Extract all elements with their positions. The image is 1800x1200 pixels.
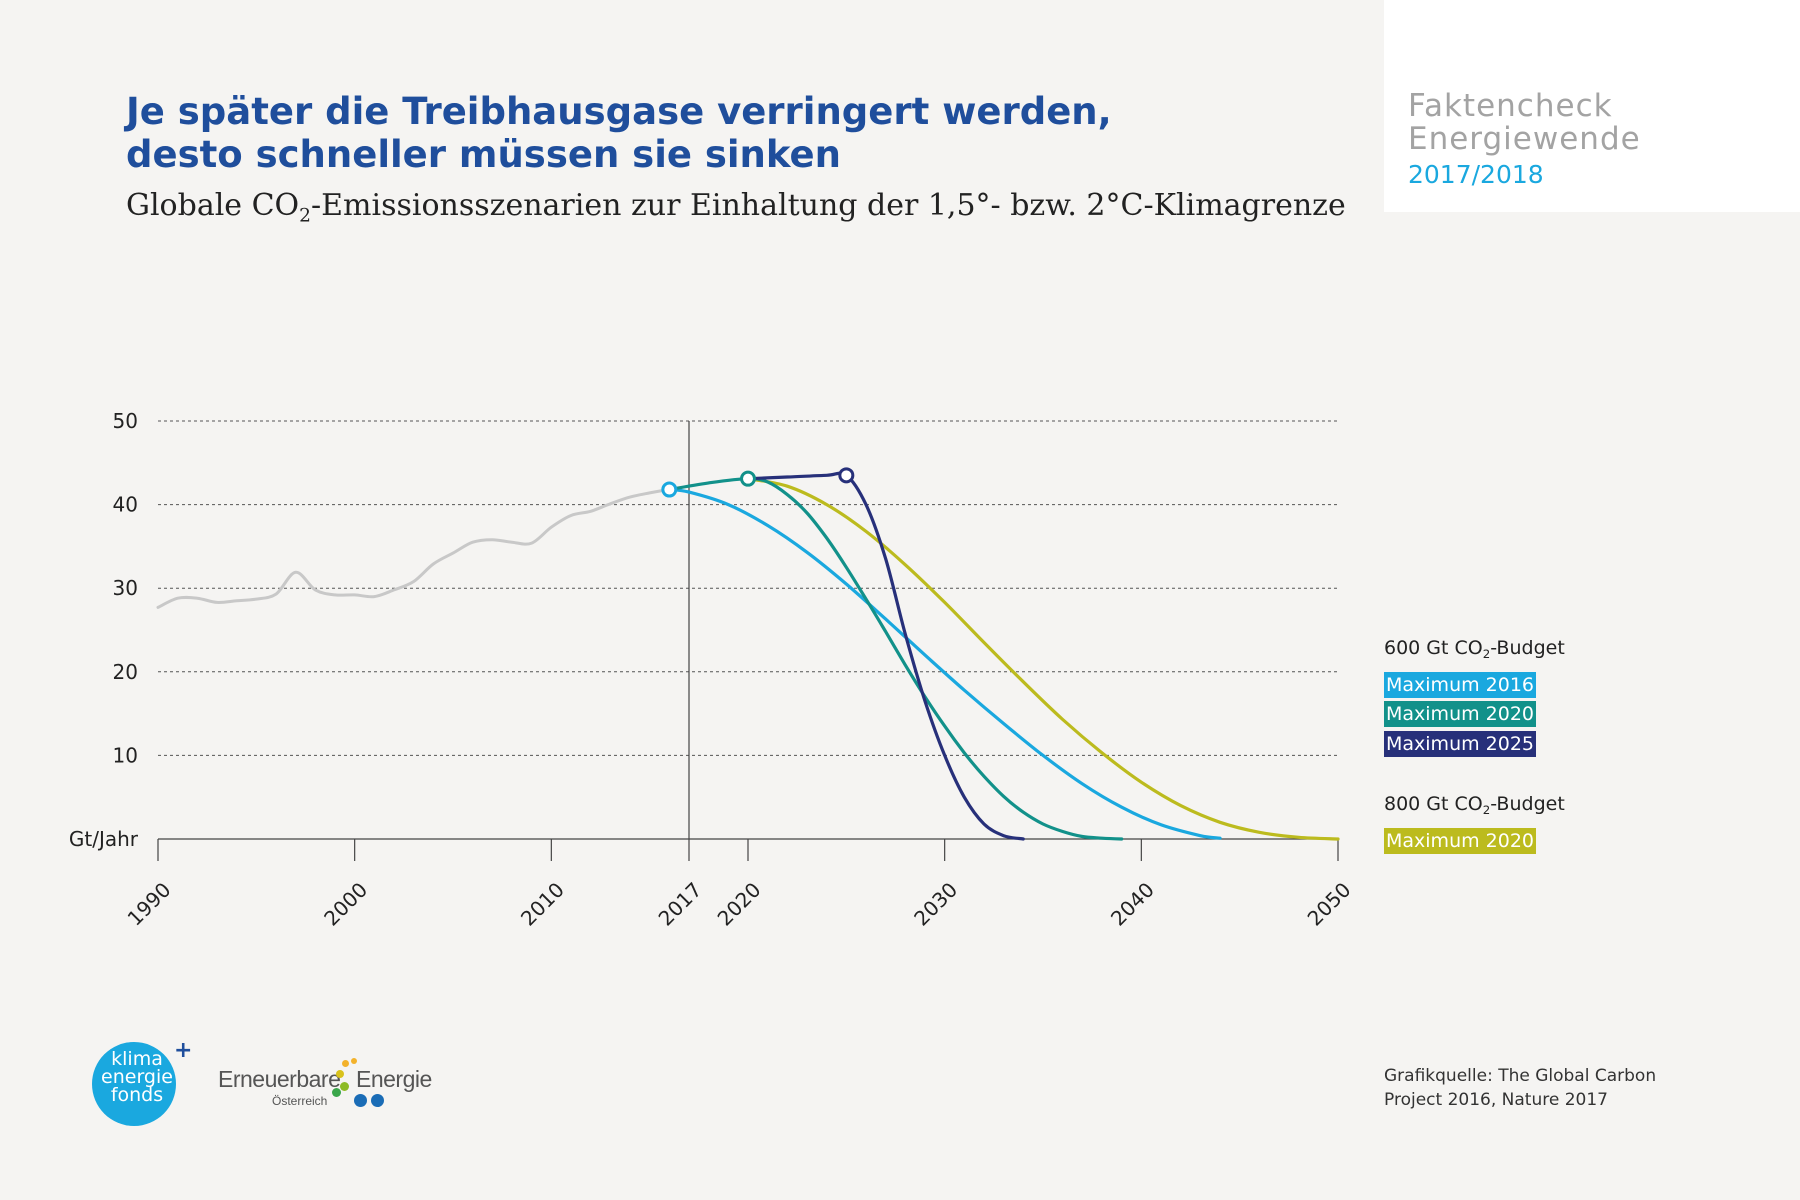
ee-logo-dot-blue1 xyxy=(354,1094,367,1107)
series-line-3 xyxy=(746,471,1025,841)
subtitle-subscript: 2 xyxy=(299,205,311,227)
publication-box: Faktencheck Energiewende 2017/2018 xyxy=(1384,0,1800,212)
peak-marker-1 xyxy=(740,470,756,487)
subtitle-after: -Emissionsszenarien zur Einhaltung der 1… xyxy=(311,188,1346,223)
subtitle-before: Globale CO xyxy=(126,188,300,223)
x-tick-label-2020: 2020 xyxy=(713,878,766,931)
legend-item-maximum-2025: Maximum 2025 xyxy=(1384,731,1536,757)
klima-logo-word1: klima xyxy=(111,1048,163,1070)
series-line-0 xyxy=(156,488,671,609)
y-tick-label-30: 30 xyxy=(113,576,138,600)
y-tick-label-20: 20 xyxy=(113,660,138,684)
legend-item-maximum-2020-600: Maximum 2020 xyxy=(1384,701,1536,727)
legend-heading-800gt-before: 800 Gt CO xyxy=(1384,793,1483,815)
y-tick-label-10: 10 xyxy=(113,743,138,767)
publication-title-line2: Energiewende xyxy=(1408,121,1641,157)
ee-logo-dot-orange xyxy=(342,1060,349,1067)
ee-logo-dot-lime xyxy=(340,1082,349,1091)
x-tick-label-2017: 2017 xyxy=(654,878,707,931)
series-line-1 xyxy=(667,488,1222,840)
ee-logo-sub: Österreich xyxy=(272,1094,328,1108)
legend-heading-600gt: 600 Gt CO2-Budget xyxy=(1384,637,1565,662)
x-tick-label-2010: 2010 xyxy=(516,878,569,931)
peak-marker-2 xyxy=(838,467,855,484)
klima-logo-word3: fonds xyxy=(110,1084,164,1106)
legend-heading-600gt-before: 600 Gt CO xyxy=(1384,637,1483,659)
erneuerbare-energie-logo: Erneuerbare Energie Österreich xyxy=(218,1058,438,1110)
legend-heading-800gt: 800 Gt CO2-Budget xyxy=(1384,793,1565,818)
chart-title-line1: Je später die Treibhausgase verringert w… xyxy=(126,90,1112,133)
y-tick-label-50: 50 xyxy=(113,409,138,433)
ee-logo-word1: Erneuerbare xyxy=(218,1066,341,1092)
source-note: Grafikquelle: The Global Carbon Project … xyxy=(1384,1064,1656,1112)
ee-logo-word2: Energie xyxy=(356,1066,432,1092)
chart-title: Je später die Treibhausgase verringert w… xyxy=(126,90,1112,176)
legend-heading-800gt-sub: 2 xyxy=(1482,803,1491,818)
series-line-2 xyxy=(667,477,1124,841)
legend-item-maximum-2020-800: Maximum 2020 xyxy=(1384,828,1536,854)
x-tick-label-1990: 1990 xyxy=(123,878,176,931)
publication-title-line1: Faktencheck xyxy=(1408,88,1613,124)
x-tick-label-2030: 2030 xyxy=(909,878,962,931)
x-tick-label-2040: 2040 xyxy=(1106,878,1159,931)
legend-heading-600gt-sub: 2 xyxy=(1482,647,1491,662)
series-line-4 xyxy=(746,477,1340,841)
source-line2: Project 2016, Nature 2017 xyxy=(1384,1090,1608,1110)
publication-year: 2017/2018 xyxy=(1408,160,1544,189)
klima-logo-word2: energie xyxy=(101,1066,173,1088)
ee-logo-dot-yellow xyxy=(336,1070,344,1078)
peak-marker-0 xyxy=(661,481,678,498)
source-line1: Grafikquelle: The Global Carbon xyxy=(1384,1066,1657,1086)
legend-item-maximum-2016: Maximum 2016 xyxy=(1384,672,1536,698)
x-tick-label-2050: 2050 xyxy=(1303,878,1356,931)
ee-logo-dot-orange2 xyxy=(351,1058,357,1064)
klima-energie-fonds-logo: klima energie fonds + xyxy=(92,1038,192,1126)
klima-logo-plus: + xyxy=(174,1038,193,1063)
legend-heading-600gt-after: -Budget xyxy=(1490,637,1565,659)
x-tick-label-2000: 2000 xyxy=(319,878,372,931)
ee-logo-dot-green xyxy=(332,1088,341,1097)
chart-subtitle: Globale CO2-Emissionsszenarien zur Einha… xyxy=(126,188,1346,225)
y-tick-label-40: 40 xyxy=(113,493,138,517)
chart-title-line2: desto schneller müssen sie sinken xyxy=(126,133,841,176)
legend-heading-800gt-after: -Budget xyxy=(1490,793,1565,815)
ee-logo-dot-blue2 xyxy=(371,1094,384,1107)
y-axis-unit-label: Gt/Jahr xyxy=(69,827,139,851)
